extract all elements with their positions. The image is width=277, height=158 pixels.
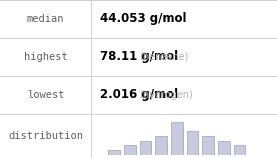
Bar [202,136,214,155]
Bar [187,131,198,155]
Bar [155,136,167,155]
Text: (benzene): (benzene) [139,52,188,62]
Bar [218,141,230,155]
Text: 2.016 g/mol: 2.016 g/mol [100,88,178,101]
Bar [124,145,136,155]
Text: (hydrogen): (hydrogen) [139,90,193,100]
Text: highest: highest [24,52,68,62]
Text: distribution: distribution [8,131,83,141]
Bar [234,145,245,155]
Bar [140,141,152,155]
Text: 44.053 g/mol: 44.053 g/mol [100,12,186,25]
Text: 78.11 g/mol: 78.11 g/mol [100,50,178,63]
Bar [171,122,183,155]
Text: median: median [27,14,65,24]
Bar [108,150,120,155]
Text: lowest: lowest [27,90,65,100]
